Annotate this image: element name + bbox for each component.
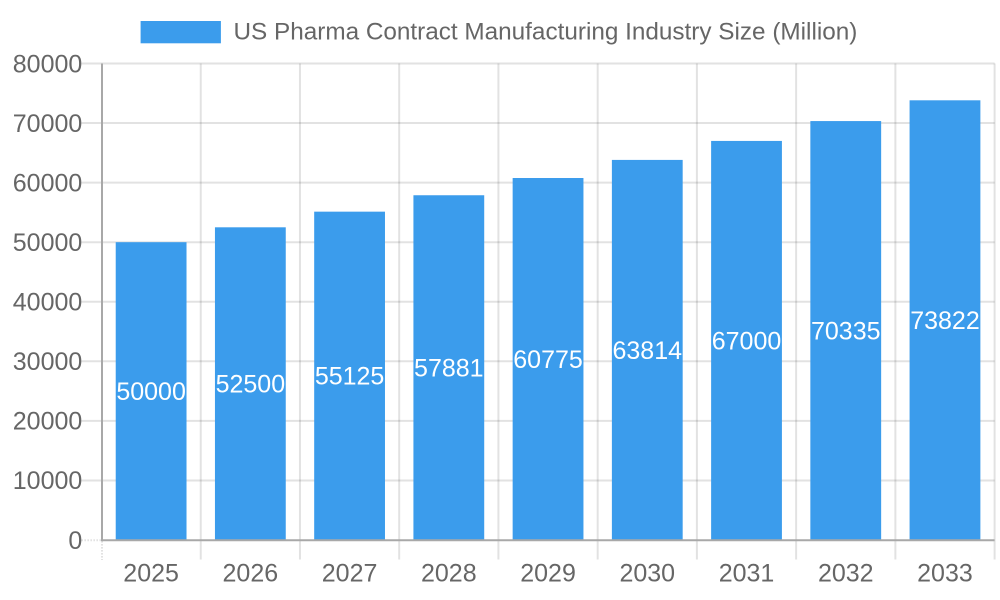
svg-text:0: 0 [68,527,82,555]
svg-text:60775: 60775 [513,346,583,374]
svg-text:52500: 52500 [216,370,286,398]
svg-text:30000: 30000 [13,348,83,376]
svg-text:2026: 2026 [223,560,279,588]
svg-text:2033: 2033 [917,560,973,588]
svg-text:2032: 2032 [818,560,874,588]
svg-text:2027: 2027 [322,560,378,588]
svg-text:2028: 2028 [421,560,477,588]
svg-text:60000: 60000 [13,169,83,197]
svg-text:2031: 2031 [719,560,775,588]
svg-text:67000: 67000 [712,327,782,355]
svg-text:10000: 10000 [13,467,83,495]
svg-text:2025: 2025 [123,560,179,588]
svg-text:80000: 80000 [13,50,83,78]
svg-text:55125: 55125 [315,363,385,391]
svg-text:US Pharma Contract Manufacturi: US Pharma Contract Manufacturing Industr… [234,18,858,45]
svg-text:63814: 63814 [613,337,683,365]
svg-text:70335: 70335 [811,317,881,345]
svg-text:50000: 50000 [13,229,83,257]
svg-text:20000: 20000 [13,408,83,436]
svg-text:40000: 40000 [13,289,83,317]
svg-text:73822: 73822 [910,307,980,335]
svg-text:2030: 2030 [619,560,675,588]
svg-text:57881: 57881 [414,354,484,382]
svg-text:50000: 50000 [116,378,186,406]
svg-text:2029: 2029 [520,560,576,588]
svg-text:70000: 70000 [13,110,83,138]
